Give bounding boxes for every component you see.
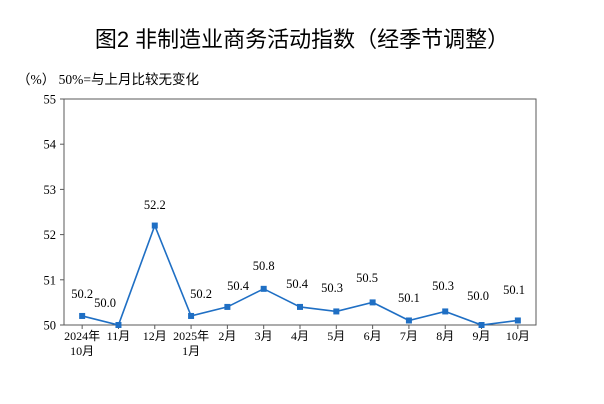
svg-text:10月: 10月 <box>70 344 94 358</box>
svg-text:6月: 6月 <box>364 329 382 343</box>
svg-text:2024年: 2024年 <box>64 329 100 343</box>
svg-text:9月: 9月 <box>473 329 491 343</box>
svg-text:52: 52 <box>44 228 57 242</box>
svg-text:53: 53 <box>44 183 57 197</box>
svg-text:5月: 5月 <box>327 329 345 343</box>
svg-text:50.4: 50.4 <box>286 277 309 291</box>
svg-text:50.1: 50.1 <box>398 291 420 305</box>
svg-text:7月: 7月 <box>400 329 418 343</box>
svg-text:50.3: 50.3 <box>321 281 343 295</box>
svg-text:50.2: 50.2 <box>190 287 212 301</box>
svg-text:50.1: 50.1 <box>503 283 525 297</box>
svg-text:50.3: 50.3 <box>432 279 454 293</box>
svg-text:50.2: 50.2 <box>71 287 93 301</box>
svg-text:50.5: 50.5 <box>356 271 378 285</box>
svg-text:3月: 3月 <box>255 329 273 343</box>
svg-text:2025年: 2025年 <box>173 329 209 343</box>
svg-text:51: 51 <box>44 273 57 287</box>
svg-text:52.2: 52.2 <box>144 198 166 212</box>
svg-text:10月: 10月 <box>506 329 530 343</box>
svg-text:50: 50 <box>44 319 57 333</box>
svg-text:8月: 8月 <box>436 329 454 343</box>
svg-text:11月: 11月 <box>107 329 131 343</box>
svg-text:50.0: 50.0 <box>467 289 489 303</box>
svg-text:12月: 12月 <box>143 329 167 343</box>
svg-text:55: 55 <box>44 93 57 107</box>
svg-text:50.0: 50.0 <box>94 296 116 310</box>
svg-text:50.8: 50.8 <box>253 259 275 273</box>
svg-text:4月: 4月 <box>291 329 309 343</box>
svg-text:2月: 2月 <box>218 329 236 343</box>
svg-text:1月: 1月 <box>182 344 200 358</box>
svg-text:50.4: 50.4 <box>227 279 250 293</box>
svg-text:54: 54 <box>44 138 57 152</box>
